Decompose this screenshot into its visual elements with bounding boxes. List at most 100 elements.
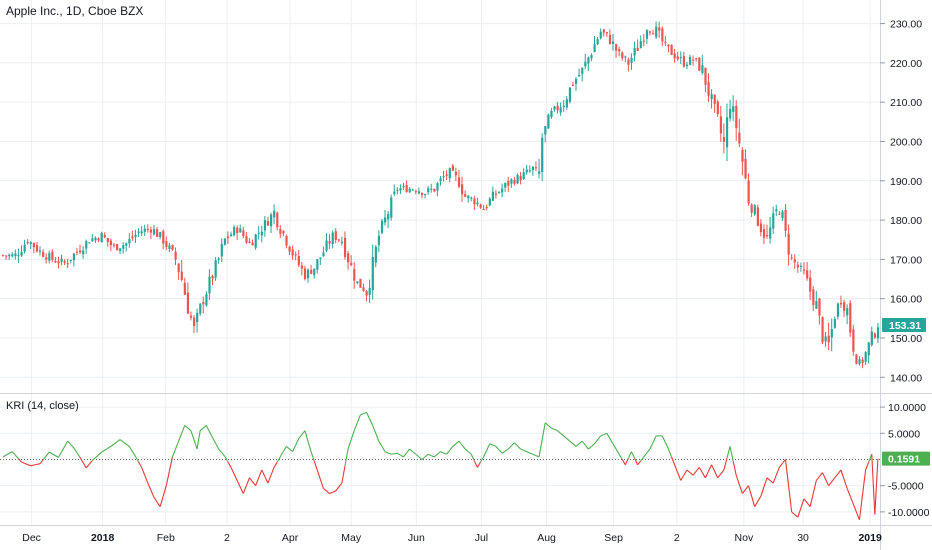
candle-body	[538, 171, 541, 174]
kri-segment	[353, 422, 358, 431]
candle-body	[94, 237, 97, 241]
kri-segment	[245, 477, 250, 486]
candle-body	[420, 192, 424, 196]
candle-body	[313, 268, 316, 276]
kri-segment	[557, 430, 561, 434]
kri-segment	[667, 448, 673, 458]
candle-body	[648, 31, 652, 33]
kri-segment	[168, 456, 173, 472]
kri-segment	[159, 496, 164, 507]
candle-body	[359, 278, 362, 288]
kri-segment	[258, 469, 263, 479]
candle-body	[451, 165, 454, 171]
candle-body	[26, 242, 29, 244]
kri-segment	[233, 473, 238, 481]
kri-segment	[458, 440, 463, 446]
kri-segment	[526, 451, 531, 454]
kri-segment	[101, 449, 105, 453]
candle-body	[199, 303, 202, 314]
candle-body	[639, 41, 642, 48]
kri-segment	[264, 476, 269, 484]
kri-segment	[686, 469, 691, 474]
candle-body	[445, 174, 448, 176]
candle-body	[525, 169, 528, 173]
kri-segment	[91, 457, 96, 461]
kri-segment	[504, 448, 509, 452]
candle-body	[796, 264, 800, 268]
kri-axis[interactable]: 10.0000 5.0000 -5.0000 -10.0000	[880, 402, 930, 519]
kri-last-value-label: 0.1591	[888, 454, 920, 466]
kri-segment	[569, 440, 574, 445]
kri-segment	[378, 440, 383, 447]
kri-segment	[424, 453, 429, 458]
candle-body	[652, 33, 655, 35]
candle-body	[248, 241, 251, 243]
kri-segment	[267, 475, 272, 484]
candle-body	[602, 29, 605, 33]
candle-body	[815, 301, 818, 309]
candle-body	[353, 268, 356, 281]
kri-segment	[11, 451, 16, 456]
time-axis[interactable]: Dec 2018 Feb 2 Apr May Jun Jul Aug Sep 2 Nov 30 2019	[22, 532, 882, 544]
candle-body	[20, 251, 23, 256]
candle-body	[242, 230, 245, 237]
candle-body	[183, 282, 186, 295]
candle-body	[343, 237, 347, 258]
kri-segment	[825, 478, 830, 486]
candle-body	[861, 359, 864, 363]
candle-body	[66, 263, 69, 265]
kri-segment	[406, 448, 411, 454]
kri-segment	[809, 493, 814, 507]
kri-segment	[239, 486, 244, 494]
kri-segment	[449, 446, 454, 451]
kri-segment	[769, 480, 774, 484]
candle-body	[534, 167, 538, 169]
kri-segment	[295, 438, 300, 446]
candle-body	[658, 27, 661, 31]
kri-segment	[298, 434, 303, 439]
candle-body	[374, 246, 377, 263]
candle-body	[719, 116, 723, 134]
kri-segment	[704, 471, 709, 479]
candle-body	[411, 189, 414, 191]
candle-body	[384, 217, 387, 223]
candle-body	[772, 213, 775, 229]
candle-body	[581, 67, 584, 74]
kri-segment	[551, 427, 555, 430]
candle-body	[664, 41, 667, 43]
kri-segment	[547, 425, 552, 429]
candle-body	[270, 214, 273, 227]
kri-segment	[147, 482, 152, 491]
candle-body	[69, 259, 72, 261]
kri-segment	[162, 485, 167, 497]
indicator-label[interactable]: KRI (14, close)	[6, 400, 79, 412]
kri-segment	[45, 451, 50, 457]
candle-body	[846, 308, 849, 316]
kri-segment	[729, 446, 734, 461]
candle-body	[809, 277, 812, 292]
candle-body	[380, 220, 384, 233]
candle-body	[112, 244, 116, 246]
kri-segment	[495, 446, 500, 451]
kri-segment	[834, 473, 839, 479]
candle-body	[334, 231, 337, 241]
price-axis[interactable]: 140.00 150.00 160.00 170.00 180.00 190.00 200.…	[880, 19, 922, 385]
kri-segment	[538, 439, 543, 457]
kri-segment	[394, 452, 398, 455]
candle-body	[2, 255, 5, 257]
candle-body	[273, 210, 276, 218]
kri-segment	[230, 467, 235, 475]
grid-lines	[0, 0, 880, 525]
kri-segment	[766, 477, 771, 481]
candle-body	[464, 194, 467, 197]
kri-segment	[307, 441, 312, 452]
kri-segment	[196, 430, 201, 450]
candle-body	[29, 242, 32, 245]
kri-segment	[79, 457, 84, 463]
candle-body	[214, 260, 217, 278]
kri-segment	[692, 470, 697, 476]
kri-segment	[42, 455, 47, 461]
kri-segment	[224, 456, 229, 463]
kri-segment	[843, 478, 848, 489]
kri-segment	[726, 446, 731, 459]
